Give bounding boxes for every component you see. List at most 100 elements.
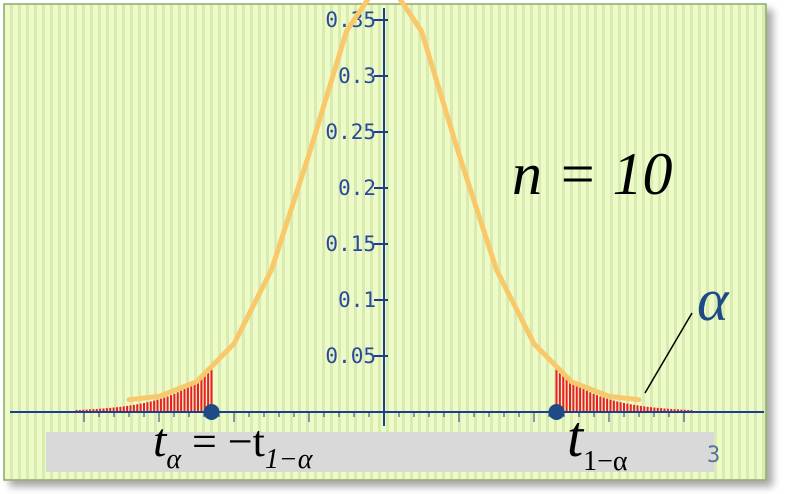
stripe [106,5,109,479]
density-curve [126,0,642,403]
stripe [314,5,317,479]
stripe [354,5,357,479]
stripe [434,5,437,479]
stripe [714,5,717,479]
stripe [178,5,181,479]
alpha-pointer [644,312,693,394]
stripe [258,5,261,479]
stripe [34,5,37,479]
stripe [74,5,77,479]
stripe [554,5,557,479]
stripe [234,5,237,479]
stripe [266,5,269,479]
right-critical-label: t1−α [567,404,628,477]
stripe [690,5,693,479]
stripe [370,5,373,479]
stripe [338,5,341,479]
stripe [730,5,733,479]
stripe [570,5,573,479]
stripe [330,5,333,479]
stripe [210,5,213,479]
stripe [122,5,125,479]
stripe [186,5,189,479]
stripe [450,5,453,479]
stripe [666,5,669,479]
alpha-label: α [697,267,730,333]
tail-hatching [75,369,693,412]
stripe [538,5,541,479]
stripe [386,5,389,479]
stripe [274,5,277,479]
stripe [682,5,685,479]
critical-point-left [203,404,220,420]
stripe [738,5,741,479]
stripe [306,5,309,479]
stripe [194,5,197,479]
stripe [50,5,53,479]
alpha-subscript: α [166,444,182,475]
stripe [58,5,61,479]
stripe [362,5,365,479]
stripe [394,5,397,479]
sample-size-label: n = 10 [512,141,673,207]
stripe [322,5,325,479]
stripe [474,5,477,479]
stripe [762,5,765,479]
stripe [90,5,93,479]
stripe [514,5,517,479]
stripe [482,5,485,479]
stripe [346,5,349,479]
stripe [594,5,597,479]
stripe [754,5,757,479]
stripe [250,5,253,479]
stripe [506,5,509,479]
stripe [546,5,549,479]
stripe [634,5,637,479]
stripe [418,5,421,479]
stripe [706,5,709,479]
y-tick-label: 0.3 [338,64,376,88]
critical-point-right [548,404,565,420]
t-symbol: t [153,414,168,467]
stripe [18,5,21,479]
stripe [26,5,29,479]
bottom-gray-band [46,432,714,472]
vertical-stripes [10,5,765,479]
y-ticks: 0.050.10.150.20.250.30.35 [325,8,388,368]
y-tick-label: 0.15 [325,232,376,256]
stripe [42,5,45,479]
stripe [130,5,133,479]
y-tick-label: 0.05 [325,344,376,368]
stripe [642,5,645,479]
stripe [146,5,149,479]
left-critical-label: tα = −t1−α [153,414,314,475]
y-tick-label: 0.2 [338,176,376,200]
stripe [378,5,381,479]
stripe [458,5,461,479]
stripe [618,5,621,479]
stripe [466,5,469,479]
y-tick-label: 0.25 [325,120,376,144]
stripe [282,5,285,479]
stripe [658,5,661,479]
stripe [746,5,749,479]
stripe [298,5,301,479]
stripe [722,5,725,479]
stripe [290,5,293,479]
svg-text:t1−α: t1−α [567,404,628,477]
stripe [410,5,413,479]
stripe [114,5,117,479]
svg-text:tα = −t1−α: tα = −t1−α [153,414,314,475]
t-symbol: t [567,404,585,469]
stripe [98,5,101,479]
stripe [170,5,173,479]
stripe [490,5,493,479]
stripe [626,5,629,479]
stripe [202,5,205,479]
equals-minus-t: = −t [181,417,265,466]
stripe [66,5,69,479]
stripe [138,5,141,479]
stripe [226,5,229,479]
one-minus-alpha-subscript: 1−α [583,446,628,477]
